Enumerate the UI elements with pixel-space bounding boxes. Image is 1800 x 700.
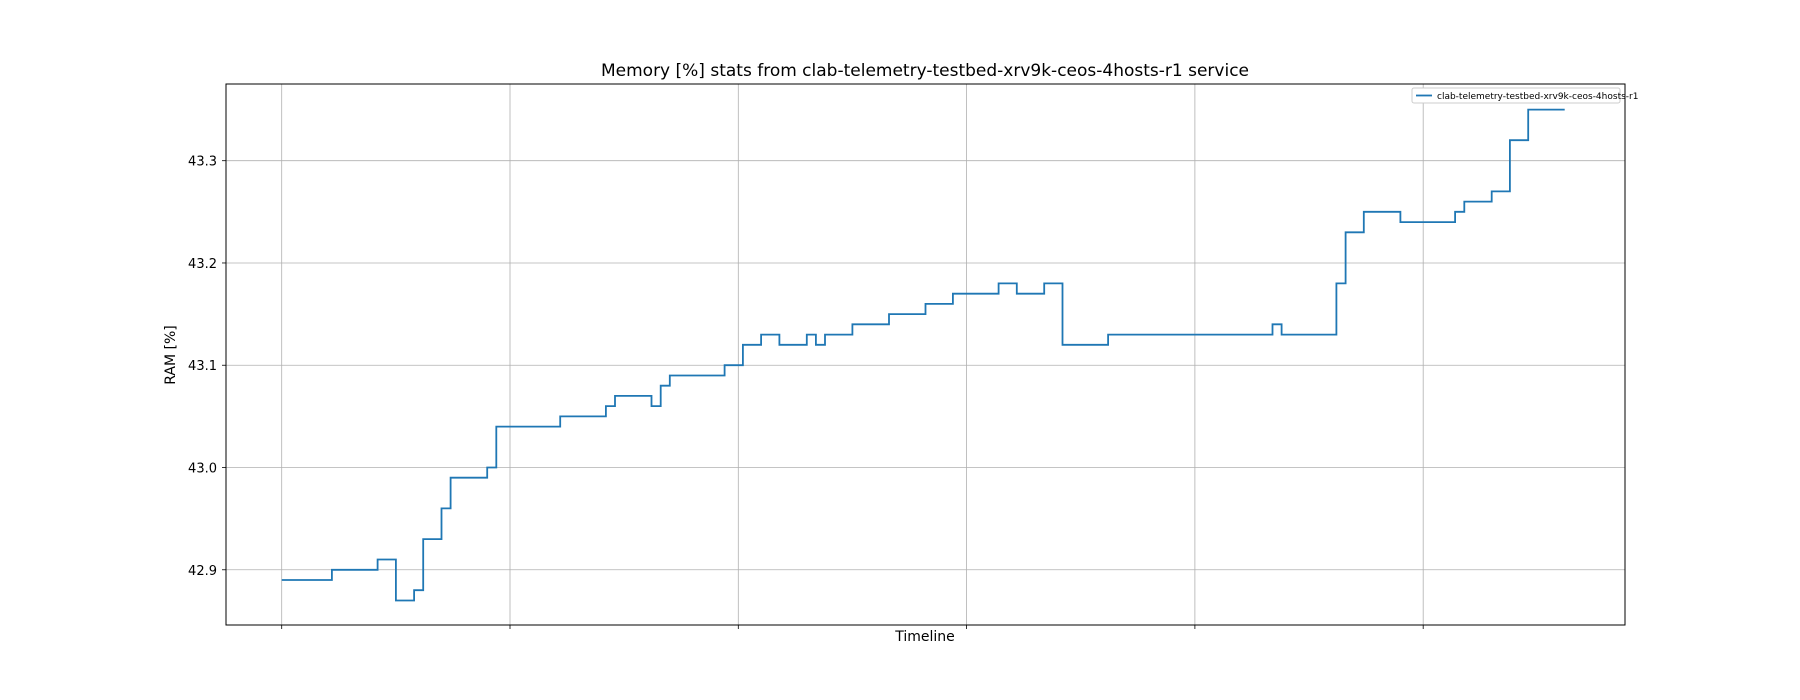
gridlines: [226, 84, 1625, 625]
x-axis-label: Timeline: [894, 629, 955, 645]
y-tick-label: 43.3: [188, 155, 217, 170]
y-tick-label: 43.1: [188, 359, 217, 374]
y-axis-label: RAM [%]: [163, 325, 179, 385]
plot-lines: [281, 108, 1565, 602]
series-line: [281, 108, 1565, 602]
legend-entry-label: clab-telemetry-testbed-xrv9k-ceos-4hosts…: [1437, 92, 1638, 102]
legend: clab-telemetry-testbed-xrv9k-ceos-4hosts…: [1411, 87, 1638, 104]
y-tick-label: 43.0: [188, 462, 217, 477]
y-tick-label: 42.9: [188, 564, 217, 579]
y-tick-label: 43.2: [188, 257, 217, 272]
chart-title: Memory [%] stats from clab-telemetry-tes…: [601, 61, 1249, 81]
plot-area-frame: [225, 83, 1626, 626]
legend-box: [1411, 87, 1621, 104]
axis-ticks: 42.9 43.0 43.1 43.2 43.3: [188, 155, 1424, 629]
